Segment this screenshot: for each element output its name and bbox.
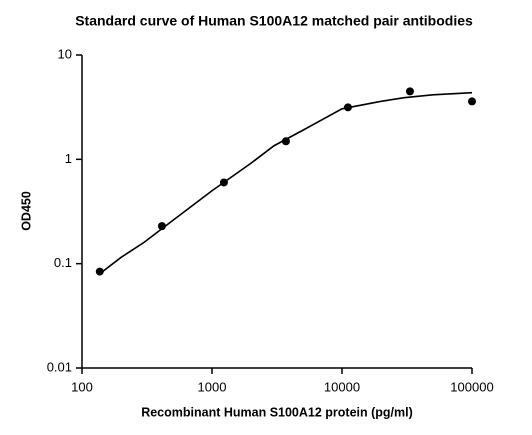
x-tick-label: 100000 bbox=[450, 379, 493, 394]
y-tick-label: 10 bbox=[58, 46, 72, 61]
y-tick-label: 0.01 bbox=[47, 359, 72, 374]
x-axis-title: Recombinant Human S100A12 protein (pg/ml… bbox=[141, 405, 413, 419]
fit-curve bbox=[99, 91, 473, 275]
x-tick-label: 10000 bbox=[324, 379, 360, 394]
data-point bbox=[405, 87, 414, 96]
x-tick-label: 1000 bbox=[198, 379, 227, 394]
data-point bbox=[281, 137, 290, 146]
data-point bbox=[468, 97, 476, 106]
y-axis-title: OD450 bbox=[19, 191, 33, 231]
y-tick-label: 1 bbox=[65, 151, 72, 166]
x-tick-label: 100 bbox=[71, 379, 93, 394]
data-point bbox=[95, 267, 104, 276]
chart-title: Standard curve of Human S100A12 matched … bbox=[75, 13, 473, 29]
y-tick-label: 0.1 bbox=[54, 255, 72, 270]
